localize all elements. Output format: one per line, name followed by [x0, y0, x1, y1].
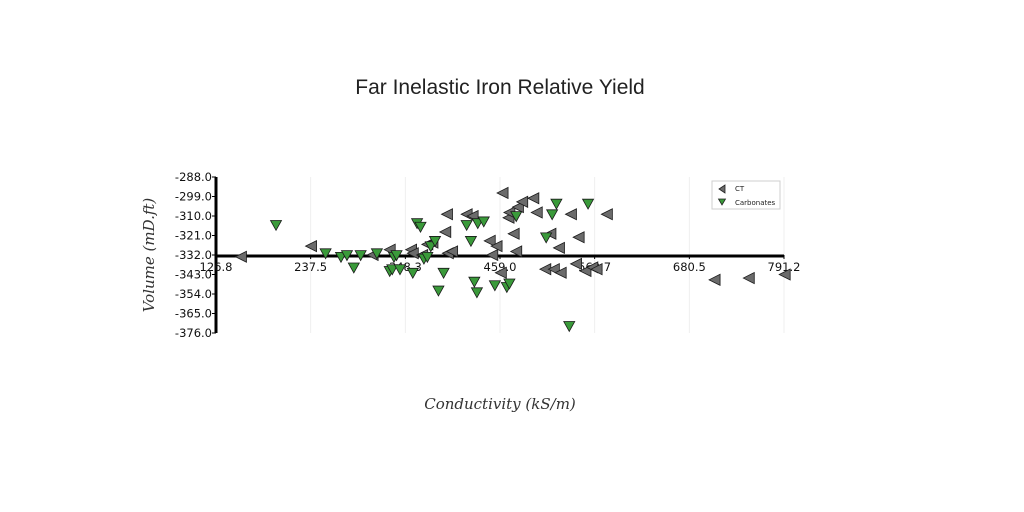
x-axis-label: Conductivity (kS/m)	[424, 395, 576, 413]
carbonates-point	[370, 248, 384, 260]
ct-point	[511, 200, 524, 214]
ct-point	[445, 245, 459, 258]
ct-point	[509, 245, 523, 258]
carbonates-point	[347, 262, 360, 274]
ct-point	[483, 234, 496, 247]
carbonates-point	[340, 250, 354, 262]
carbonates-point	[477, 216, 490, 228]
legend: CT Carbonates	[711, 180, 781, 210]
ct-point	[600, 208, 613, 221]
ct-point	[515, 195, 529, 208]
ct-point	[440, 208, 453, 221]
carbonates-point	[354, 250, 367, 262]
legend-marker-ct	[718, 184, 726, 194]
carbonates-point	[421, 251, 434, 264]
legend-marker-carbonates	[717, 198, 727, 206]
ct-point	[708, 273, 721, 286]
carbonates-point	[550, 198, 563, 210]
y-tick-label: -376.0	[175, 326, 212, 340]
ct-point	[304, 239, 317, 253]
y-tick-label: -332.0	[175, 248, 212, 262]
y-tick-label: -299.0	[175, 190, 212, 204]
ct-point	[742, 271, 755, 285]
y-tick-label: -354.0	[175, 287, 212, 301]
ct-point	[564, 208, 577, 221]
carbonates-point	[581, 198, 595, 210]
ct-point	[569, 257, 582, 271]
carbonates-point	[468, 276, 481, 288]
data-points	[234, 186, 791, 333]
y-tick-label: -288.0	[175, 170, 212, 184]
carbonates-point	[390, 250, 403, 262]
ct-point	[526, 192, 540, 205]
x-tick-label: 237.5	[294, 260, 327, 274]
carbonates-point	[406, 267, 419, 280]
ct-point	[590, 263, 603, 276]
carbonates-point	[539, 232, 553, 244]
y-tick-label: -310.0	[175, 209, 212, 223]
carbonates-point	[563, 321, 576, 333]
legend-label-ct: CT	[735, 185, 745, 193]
carbonates-point	[488, 280, 502, 292]
x-tick-label: 126.8	[200, 260, 233, 274]
carbonates-point	[428, 236, 442, 248]
ct-point	[490, 239, 503, 253]
y-tick-label: -321.0	[175, 229, 212, 243]
carbonates-point	[510, 211, 523, 223]
ct-point	[507, 227, 520, 240]
carbonates-point	[503, 278, 516, 290]
ct-point	[485, 248, 499, 262]
ct-point	[778, 268, 791, 281]
chart-title: Far Inelastic Iron Relative Yield	[355, 76, 644, 99]
legend-label-carbonates: Carbonates	[735, 199, 776, 207]
carbonates-point	[432, 285, 445, 297]
carbonates-point	[545, 209, 559, 221]
carbonates-point	[437, 267, 450, 280]
carbonates-point	[319, 248, 332, 260]
carbonates-point	[470, 287, 484, 299]
carbonates-point	[414, 221, 427, 233]
ct-point	[496, 186, 509, 200]
carbonates-point	[464, 236, 478, 248]
carbonates-point	[386, 264, 399, 276]
ct-point	[572, 231, 585, 244]
ct-point	[406, 247, 419, 260]
x-tick-label: 459.0	[484, 260, 517, 274]
carbonates-point	[393, 264, 407, 276]
y-ticks: -288.0 -299.0 -310.0 -321.0 -332.0 -343.0 -354…	[175, 170, 216, 340]
y-axis-label: Volume (mD.ft)	[140, 198, 158, 313]
ct-point	[234, 250, 247, 263]
carbonates-point	[460, 220, 473, 232]
y-tick-label: -343.0	[175, 268, 212, 282]
carbonates-point	[269, 220, 283, 232]
ct-point	[494, 266, 507, 279]
x-tick-label: 680.5	[673, 260, 706, 274]
ct-point	[530, 206, 543, 219]
y-tick-label: -365.0	[175, 307, 212, 321]
ct-point	[554, 266, 567, 279]
x-tick-label: 791.2	[768, 260, 801, 274]
ct-point	[552, 241, 565, 255]
ct-point	[438, 225, 452, 239]
